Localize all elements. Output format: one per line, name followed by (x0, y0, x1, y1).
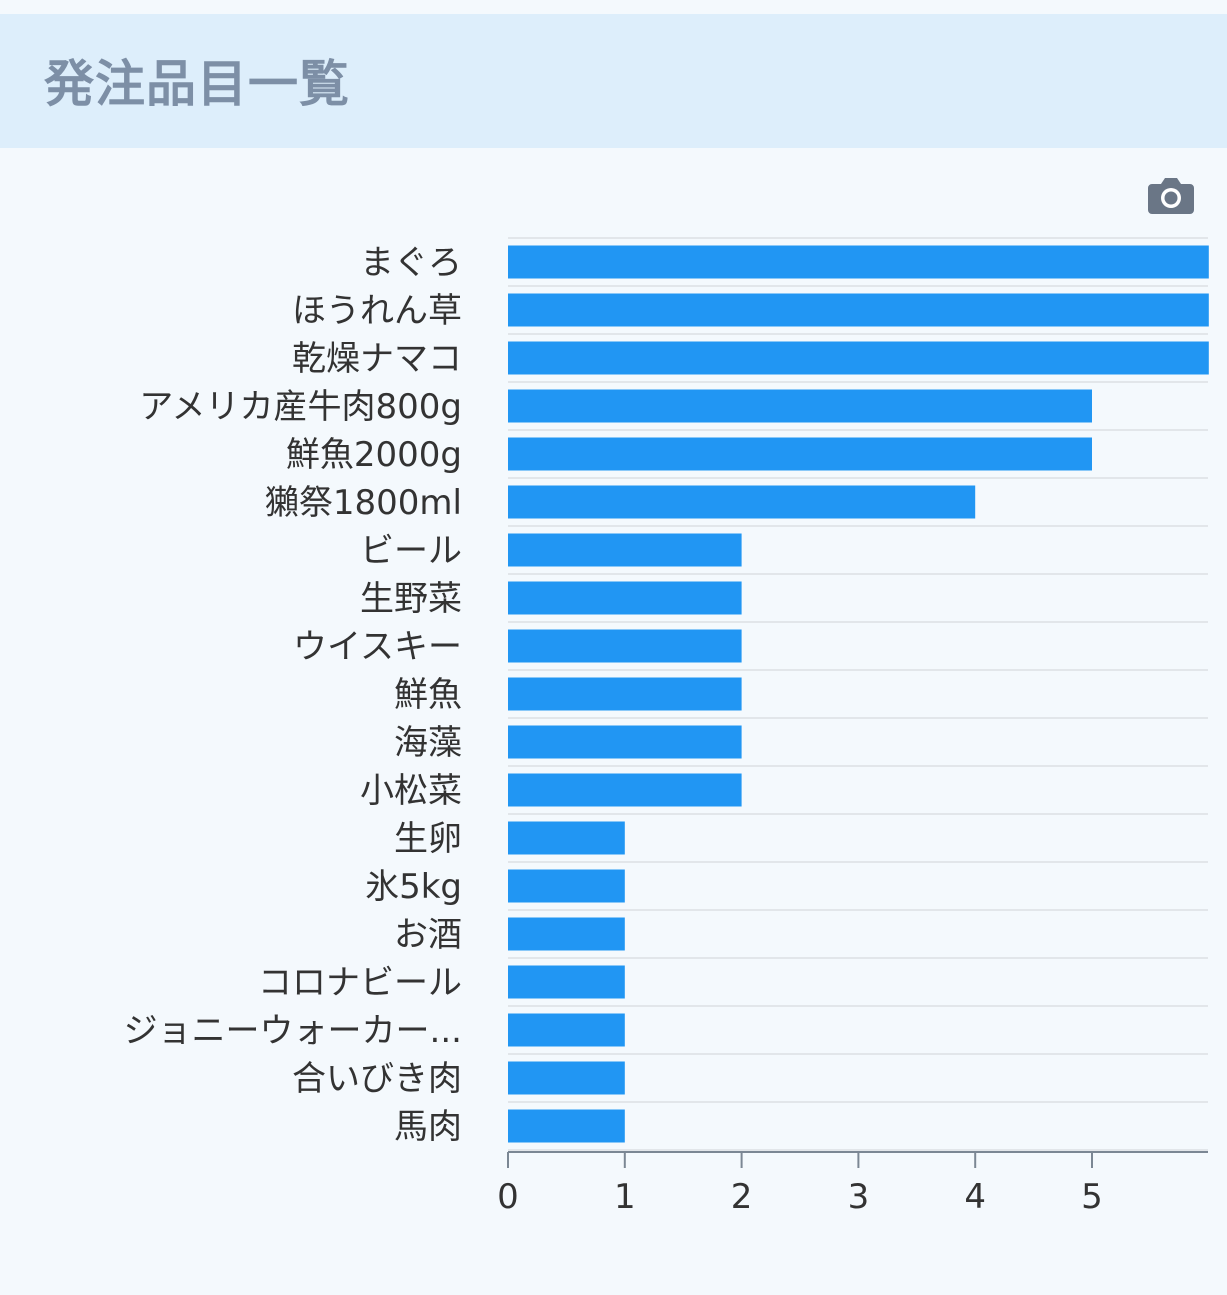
bar[interactable] (508, 629, 742, 663)
category-label: ほうれん草 (292, 291, 462, 331)
bar[interactable] (508, 533, 742, 567)
bar[interactable] (508, 677, 742, 711)
category-label: まぐろ (360, 243, 462, 283)
top-strip (0, 0, 1227, 14)
x-tick-label: 5 (1081, 1177, 1103, 1217)
category-label: アメリカ産牛肉800g (139, 387, 462, 427)
bar[interactable] (508, 485, 976, 519)
bar[interactable] (508, 821, 625, 855)
category-label: 合いびき肉 (292, 1059, 462, 1099)
category-label: 氷5kg (365, 867, 462, 907)
bar[interactable] (508, 389, 1092, 423)
category-label: コロナビール (258, 963, 462, 1003)
x-tick-label: 1 (614, 1177, 636, 1217)
bar[interactable] (508, 965, 625, 999)
bar[interactable] (508, 725, 742, 759)
category-label: 生卵 (394, 819, 462, 859)
x-axis: 0 1 2 3 4 5 (497, 1151, 1208, 1217)
category-label: 獺祭1800ml (265, 483, 462, 523)
category-label: 生野菜 (360, 579, 462, 619)
bar[interactable] (508, 245, 1209, 279)
bar[interactable] (508, 341, 1209, 375)
bar[interactable] (508, 581, 742, 615)
bar[interactable] (508, 773, 742, 807)
bar[interactable] (508, 437, 1092, 471)
camera-icon-glyph (1148, 178, 1194, 214)
header-bar: 発注品目一覧 (0, 14, 1227, 148)
bar[interactable] (508, 293, 1209, 327)
bar[interactable] (508, 1013, 625, 1047)
category-label: 乾燥ナマコ (292, 339, 462, 379)
bar[interactable] (508, 1109, 625, 1143)
x-tick-label: 4 (964, 1177, 986, 1217)
category-label: お酒 (394, 915, 462, 955)
category-label: 鮮魚2000g (286, 435, 462, 475)
category-label: ジョニーウォーカー... (124, 1011, 462, 1051)
gridlines (508, 237, 1208, 1151)
bars (508, 245, 1209, 1143)
category-label: 馬肉 (394, 1107, 462, 1147)
category-label: 小松菜 (360, 771, 462, 811)
x-tick-label: 3 (848, 1177, 870, 1217)
category-label: ウイスキー (293, 627, 462, 667)
bar[interactable] (508, 917, 625, 951)
camera-icon[interactable] (1146, 172, 1196, 218)
category-label: ビール (360, 531, 462, 571)
category-label: 鮮魚 (394, 675, 462, 715)
category-label: 海藻 (394, 723, 462, 763)
x-tick-label: 0 (497, 1177, 519, 1217)
page-title: 発注品目一覧 (44, 55, 350, 113)
x-tick-label: 2 (731, 1177, 753, 1217)
bar[interactable] (508, 869, 625, 903)
bar[interactable] (508, 1061, 625, 1095)
